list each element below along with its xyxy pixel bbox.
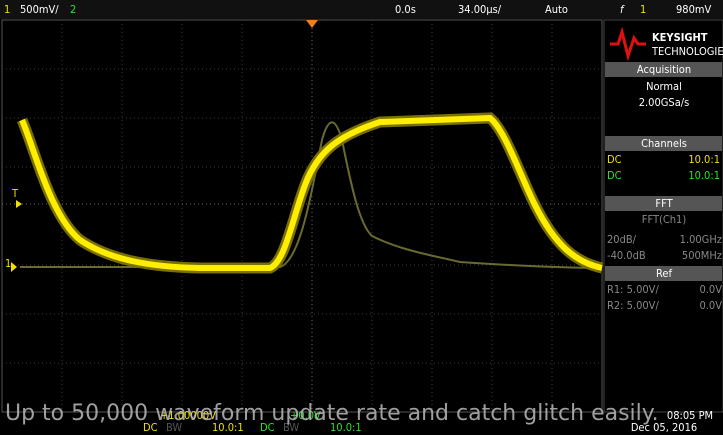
r2-offset: 0.0V <box>700 299 723 312</box>
caption: Up to 50,000 waveform update rate and ca… <box>5 401 659 426</box>
acq-title: Acquisition <box>637 63 691 76</box>
ch1-label: 1 <box>4 3 10 16</box>
ch2-label: 2 <box>70 3 76 16</box>
acq-rate: 2.00GSa/s <box>639 96 690 109</box>
r1-scale: R1: 5.00V/ <box>607 283 659 296</box>
acq-mode: Normal <box>646 80 682 93</box>
brand: KEYSIGHT <box>652 31 708 44</box>
time-scale: 34.00µs/ <box>458 3 502 16</box>
ch2-coupling: DC <box>607 169 622 182</box>
trigger-source: 1 <box>640 3 646 16</box>
fft-title: FFT <box>655 197 673 210</box>
ch1-scale: 500mV/ <box>20 3 59 16</box>
r2-scale: R2: 5.00V/ <box>607 299 659 312</box>
scope-screen: 1 500mV/ 2 0.0s 34.00µs/ Auto f 1 980mV … <box>0 0 723 435</box>
brand-sub: TECHNOLOGIES <box>651 45 723 58</box>
r1-offset: 0.0V <box>700 283 723 296</box>
ch1-coupling: DC <box>607 153 622 166</box>
fft-scale: 20dB/ <box>607 233 637 246</box>
trigger-level: 980mV <box>676 3 712 16</box>
fft-span: 1.00GHz <box>680 233 722 246</box>
status-bar <box>0 0 723 19</box>
time-offset: 0.0s <box>395 3 416 16</box>
ch1-marker: 1 <box>5 257 11 270</box>
ref-title: Ref <box>656 267 672 280</box>
fft-offset: -40.0dB <box>607 249 646 262</box>
trigger-mode: Auto <box>545 3 568 16</box>
fft-source: FFT(Ch1) <box>642 213 687 226</box>
trigger-marker: T <box>11 187 19 200</box>
fft-center: 500MHz <box>682 249 722 262</box>
ch2-probe: 10.0:1 <box>688 169 720 182</box>
channels-title: Channels <box>641 137 687 150</box>
ch1-probe: 10.0:1 <box>688 153 720 166</box>
